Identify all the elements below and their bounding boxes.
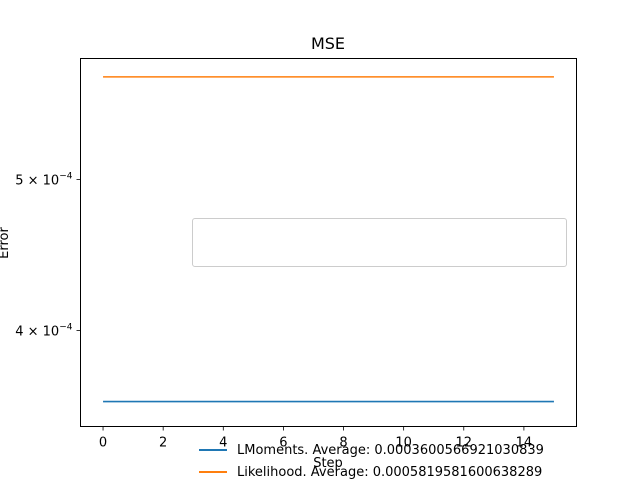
y-axis-label: Error — [0, 227, 12, 259]
legend-item-lmoments: LMoments. Average: 0.0003600566921030839 — [199, 441, 544, 459]
legend-swatch-lmoments — [199, 449, 227, 451]
chart-title: MSE — [311, 34, 345, 53]
x-axis: 0 2 4 6 8 10 12 14 — [99, 426, 533, 451]
x-tick-label: 4 — [219, 436, 227, 451]
y-tick-label: 4 × 10−4 — [15, 322, 73, 339]
x-tick-label: 12 — [455, 436, 472, 451]
plot-area — [80, 58, 577, 427]
legend-label-lmoments: LMoments. Average: 0.0003600566921030839 — [237, 442, 544, 458]
x-axis-label: Step — [313, 456, 343, 471]
legend-swatch-likelihood — [199, 471, 227, 473]
legend-item-likelihood: Likelihood. Average: 0.00058195816006382… — [199, 463, 542, 481]
x-tick-label: 0 — [99, 436, 107, 451]
x-tick-label: 14 — [516, 436, 533, 451]
series-lines — [103, 76, 554, 403]
x-tick-label: 10 — [395, 436, 412, 451]
legend-label-likelihood: Likelihood. Average: 0.00058195816006382… — [237, 464, 543, 480]
x-tick-label: 6 — [279, 436, 287, 451]
legend: LMoments. Average: 0.0003600566921030839… — [192, 218, 567, 480]
x-tick-label: 8 — [339, 436, 347, 451]
x-tick-label: 2 — [159, 436, 167, 451]
y-tick-label: 5 × 10−4 — [15, 172, 73, 189]
y-axis: 4 × 10−4 5 × 10−4 — [15, 172, 81, 339]
